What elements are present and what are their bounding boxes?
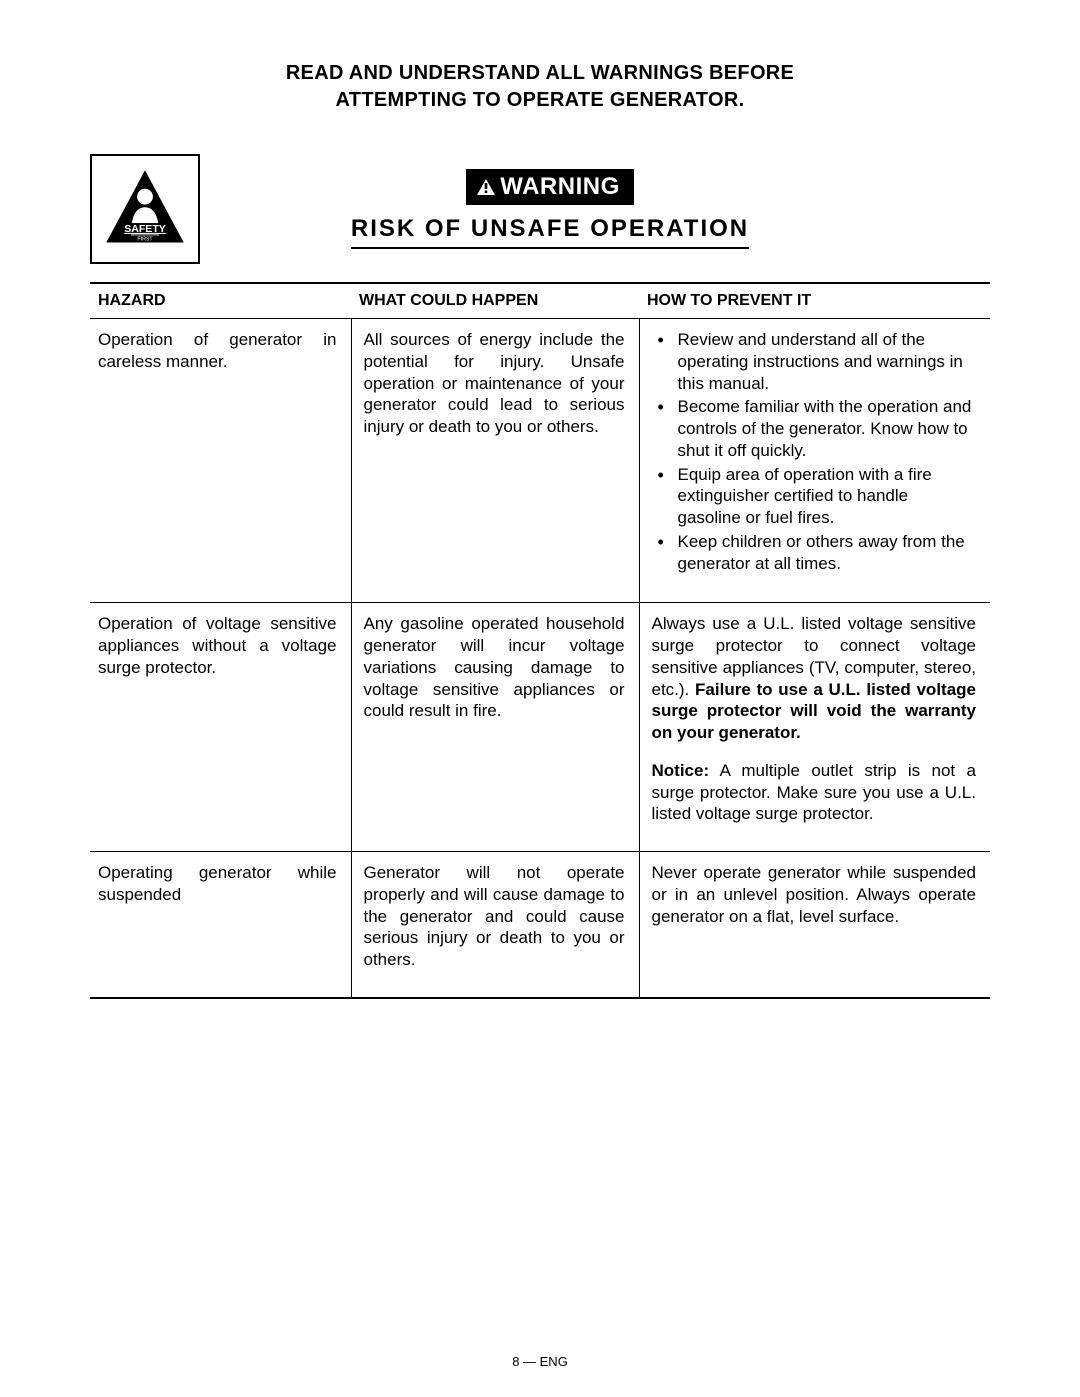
notice-block: Notice: A multiple outlet strip is not a… [652,760,977,825]
table-row: Operation of generator in careless manne… [90,319,990,603]
prevent-text-bold: Failure to use a U.L. listed voltage sur… [652,680,977,743]
warning-badge-text: WARNING [500,173,620,200]
prevent-cell: Never operate generator while suspended … [639,852,990,998]
hazard-cell: Operation of voltage sensitive appliance… [90,603,351,852]
what-cell: All sources of energy include the potent… [351,319,639,603]
col-header-prevent: HOW TO PREVENT IT [639,283,990,319]
page-header: READ AND UNDERSTAND ALL WARNINGS BEFORE … [90,60,990,114]
hazard-cell: Operating generator while suspended [90,852,351,998]
list-item: Become familiar with the operation and c… [652,396,977,461]
list-item: Equip area of operation with a fire exti… [652,464,977,529]
hazard-cell: Operation of generator in careless manne… [90,319,351,603]
warning-block: SAFETY FIRST WARNING RISK OF UNSAFE OPER… [90,154,990,264]
list-item: Review and understand all of the operati… [652,329,977,394]
svg-text:SAFETY: SAFETY [124,223,166,235]
notice-label: Notice: [652,761,710,780]
warning-badge: WARNING [466,169,634,205]
header-line2: ATTEMPTING TO OPERATE GENERATOR. [336,89,745,111]
prevent-cell: Always use a U.L. listed voltage sensiti… [639,603,990,852]
table-row: Operation of voltage sensitive appliance… [90,603,990,852]
col-header-hazard: HAZARD [90,283,351,319]
warning-triangle-icon [476,178,496,196]
header-line1: READ AND UNDERSTAND ALL WARNINGS BEFORE [286,62,794,84]
page-footer: 8 — ENG [0,1354,1080,1369]
safety-first-icon: SAFETY FIRST [90,154,200,264]
table-header-row: HAZARD WHAT COULD HAPPEN HOW TO PREVENT … [90,283,990,319]
table-row: Operating generator while suspended Gene… [90,852,990,998]
what-cell: Generator will not operate properly and … [351,852,639,998]
hazard-table: HAZARD WHAT COULD HAPPEN HOW TO PREVENT … [90,282,990,999]
svg-text:FIRST: FIRST [137,237,153,243]
what-cell: Any gasoline operated household generato… [351,603,639,852]
prevent-list: Review and understand all of the operati… [652,329,977,574]
list-item: Keep children or others away from the ge… [652,531,977,575]
col-header-what: WHAT COULD HAPPEN [351,283,639,319]
warning-heading-col: WARNING RISK OF UNSAFE OPERATION [230,169,990,249]
prevent-cell: Review and understand all of the operati… [639,319,990,603]
risk-title: RISK OF UNSAFE OPERATION [351,215,749,249]
